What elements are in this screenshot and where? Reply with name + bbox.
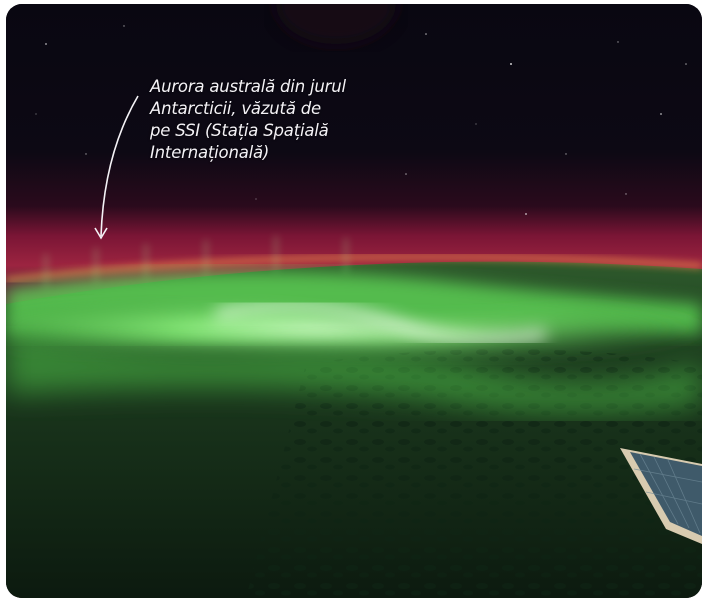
- aurora-band-lower: [6, 334, 702, 413]
- arrow-pointer-icon: [94, 95, 139, 240]
- aurora-scene: [6, 4, 702, 598]
- aurora-core: [214, 301, 547, 345]
- aurora-rays: [44, 236, 348, 289]
- spacecraft-silhouette: [276, 4, 396, 44]
- atmosphere-limb: [6, 254, 702, 283]
- aurora-band-bright: [6, 300, 702, 359]
- stars: [35, 25, 687, 215]
- photo-caption: Aurora australă din jurul Antarcticii, v…: [150, 77, 346, 162]
- aurora-photo: Aurora australă din jurul Antarcticii, v…: [6, 4, 702, 598]
- solar-panel-icon: [620, 448, 702, 544]
